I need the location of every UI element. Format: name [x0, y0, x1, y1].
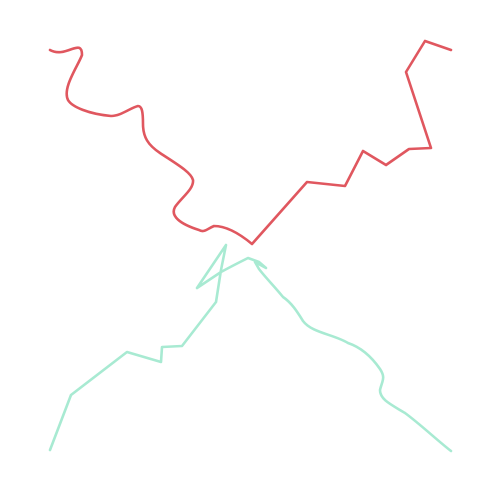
green-path [48, 243, 453, 453]
red-path [48, 39, 453, 246]
